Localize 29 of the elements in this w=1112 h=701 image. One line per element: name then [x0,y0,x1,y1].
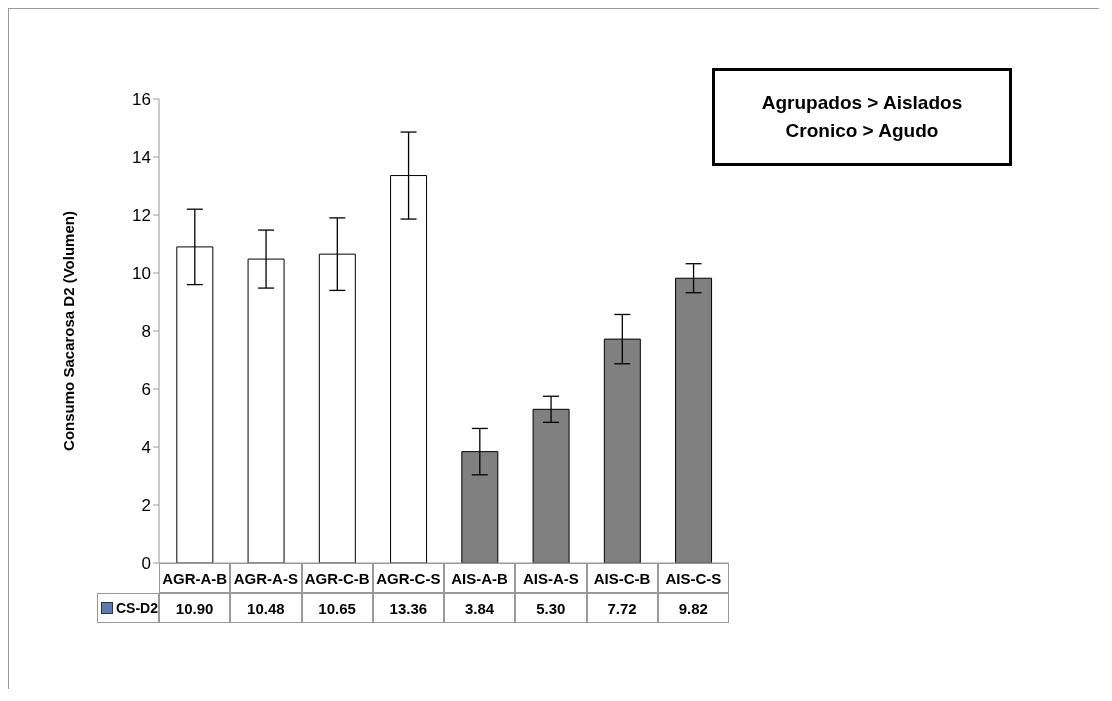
text: Cronico > Agudo [785,119,939,143]
x-tick-label: AIS-C-S [657,563,729,593]
data-label: 9.82 [657,593,729,623]
y-tick-label: 6 [141,380,151,400]
y-axis-title: Consumo Sacarosa D2 (Volumen) [60,211,78,451]
x-tick-label: AIS-A-S [515,563,587,593]
text: Agrupados > Aislados [761,91,963,115]
data-label: 5.30 [515,593,587,623]
data-label: 10.90 [159,593,231,623]
y-tick-label: 14 [132,148,151,168]
data-label: 3.84 [444,593,516,623]
x-tick-label: AIS-C-B [586,563,658,593]
x-tick-label: AGR-A-B [159,563,231,593]
y-tick-label: 16 [132,90,151,110]
data-label: 13.36 [372,593,444,623]
data-label: 7.72 [586,593,658,623]
data-label: 10.65 [301,593,373,623]
y-tick-label: 4 [141,438,151,458]
y-tick-label: 8 [141,322,151,342]
x-tick-label: AIS-A-B [444,563,516,593]
x-tick-label: AGR-A-S [230,563,302,593]
data-label: 10.48 [230,593,302,623]
x-tick-label: AGR-C-S [372,563,444,593]
y-tick-label: 2 [141,496,151,516]
text: CS-D2 [97,593,159,623]
y-tick-label: 0 [141,554,151,574]
y-tick-label: 10 [132,264,151,284]
x-tick-label: AGR-C-B [301,563,373,593]
y-tick-label: 12 [132,206,151,226]
